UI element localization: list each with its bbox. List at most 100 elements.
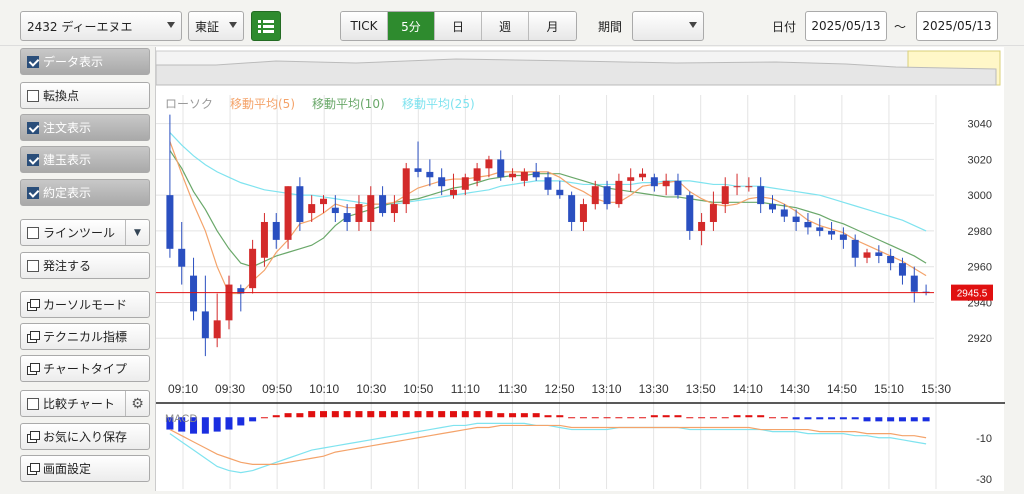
chart-area[interactable]: 3040 3020 3000 2980 2960 2940 2920 09:10 09:30 09… xyxy=(155,47,1005,491)
sidebar-item-9[interactable]: チャートタイプ xyxy=(20,355,150,382)
chevron-down-icon[interactable]: ▼ xyxy=(125,220,149,245)
macd-bar xyxy=(402,411,410,418)
macd-bar xyxy=(828,417,836,420)
candle xyxy=(816,227,824,231)
candle xyxy=(320,198,328,205)
symbol-select[interactable]: 2432 ディーエヌエ xyxy=(20,11,182,41)
macd-bar xyxy=(768,417,776,419)
macd-bar xyxy=(709,417,717,419)
macd-bar xyxy=(650,415,658,418)
sidebar-item-10[interactable]: 比較チャート ⚙ xyxy=(20,390,150,417)
date-to-input[interactable]: 2025/05/13 xyxy=(916,11,998,41)
tab-5min[interactable]: 5分 xyxy=(388,12,435,40)
sidebar-item-label: 転換点 xyxy=(43,89,80,103)
macd-bar xyxy=(757,415,765,418)
candle xyxy=(887,255,895,264)
date-from-input[interactable]: 2025/05/13 xyxy=(805,11,887,41)
candle xyxy=(497,159,505,178)
x-tick-label: 10:50 xyxy=(403,382,433,396)
sidebar-item-label: 比較チャート xyxy=(43,397,115,411)
sidebar-item-7[interactable]: カーソルモード xyxy=(20,291,150,318)
period-select[interactable] xyxy=(632,11,704,41)
candle xyxy=(627,177,635,181)
candle xyxy=(343,213,351,222)
x-tick-label: 09:10 xyxy=(168,382,198,396)
macd-bar xyxy=(674,415,682,418)
gear-icon[interactable]: ⚙ xyxy=(125,391,149,416)
sidebar-item-2[interactable]: 注文表示 xyxy=(20,114,150,141)
macd-label: MACD xyxy=(165,413,197,425)
sidebar-item-6[interactable]: 発注する xyxy=(20,252,150,279)
tab-tick[interactable]: TICK xyxy=(341,12,388,40)
macd-bar xyxy=(627,417,635,419)
macd-bar xyxy=(816,417,824,420)
macd-y-tick-label: -30 xyxy=(976,474,992,486)
list-icon xyxy=(258,20,274,33)
legend-label: 移動平均(5) xyxy=(230,97,295,111)
tab-month[interactable]: 月 xyxy=(529,12,576,40)
macd-bar xyxy=(509,413,517,418)
macd-bar xyxy=(721,417,729,419)
candle xyxy=(532,171,540,178)
ma10-line xyxy=(169,150,927,268)
macd-bar xyxy=(887,417,895,422)
candle xyxy=(556,189,564,196)
checkbox-icon xyxy=(27,226,39,239)
candle xyxy=(804,221,812,228)
candle xyxy=(898,263,906,276)
market-select[interactable]: 東証 xyxy=(188,11,244,41)
candle xyxy=(296,186,304,222)
x-tick-label: 13:30 xyxy=(639,382,669,396)
candle xyxy=(650,177,658,187)
macd-bar xyxy=(249,417,257,422)
candle xyxy=(520,171,528,181)
candle xyxy=(757,186,765,205)
macd-bar xyxy=(190,417,198,434)
candle xyxy=(201,311,209,339)
x-tick-label: 11:30 xyxy=(498,382,527,396)
sidebar-item-label: テクニカル指標 xyxy=(43,330,128,344)
tab-week[interactable]: 週 xyxy=(482,12,529,40)
macd-bar xyxy=(166,417,174,430)
macd-bar xyxy=(922,417,930,422)
sidebar-item-0[interactable]: データ表示 xyxy=(20,48,150,75)
macd-bar xyxy=(331,411,339,418)
window-icon xyxy=(27,299,40,311)
legend-item: 移動平均(10) xyxy=(312,97,385,111)
x-tick-label: 12:50 xyxy=(544,382,574,396)
candle xyxy=(166,195,174,249)
candle xyxy=(851,239,859,258)
macd-bar xyxy=(745,415,753,418)
sidebar-item-3[interactable]: 建玉表示 xyxy=(20,146,150,173)
sidebar-item-5[interactable]: ラインツール ▼ xyxy=(20,219,150,246)
x-tick-label: 15:30 xyxy=(921,382,951,396)
macd-bar xyxy=(355,411,363,418)
list-menu-button[interactable] xyxy=(251,11,281,41)
candle xyxy=(225,284,233,321)
macd-bar xyxy=(851,417,859,420)
sidebar-item-label: 約定表示 xyxy=(43,186,92,200)
window-icon xyxy=(27,463,40,475)
candle xyxy=(414,168,422,172)
sidebar-item-11[interactable]: お気に入り保存 xyxy=(20,423,150,450)
candle xyxy=(828,230,836,235)
sidebar-item-12[interactable]: 画面設定 xyxy=(20,455,150,482)
x-tick-label: 14:50 xyxy=(827,382,857,396)
y-tick-label: 3020 xyxy=(968,154,992,166)
sidebar-item-4[interactable]: 約定表示 xyxy=(20,179,150,206)
sidebar-item-label: 画面設定 xyxy=(43,462,92,476)
date-separator: 〜 xyxy=(894,20,907,34)
candle xyxy=(733,186,741,188)
candle xyxy=(308,204,316,214)
x-tick-label: 13:10 xyxy=(592,382,622,396)
x-tick-label: 10:30 xyxy=(356,382,386,396)
chevron-down-icon xyxy=(229,22,237,28)
candle xyxy=(639,173,647,178)
tab-day[interactable]: 日 xyxy=(435,12,482,40)
candle xyxy=(768,204,776,210)
sidebar-item-8[interactable]: テクニカル指標 xyxy=(20,323,150,350)
macd-bar xyxy=(201,417,209,434)
sidebar-item-label: 発注する xyxy=(43,259,92,273)
sidebar-item-1[interactable]: 転換点 xyxy=(20,82,150,109)
